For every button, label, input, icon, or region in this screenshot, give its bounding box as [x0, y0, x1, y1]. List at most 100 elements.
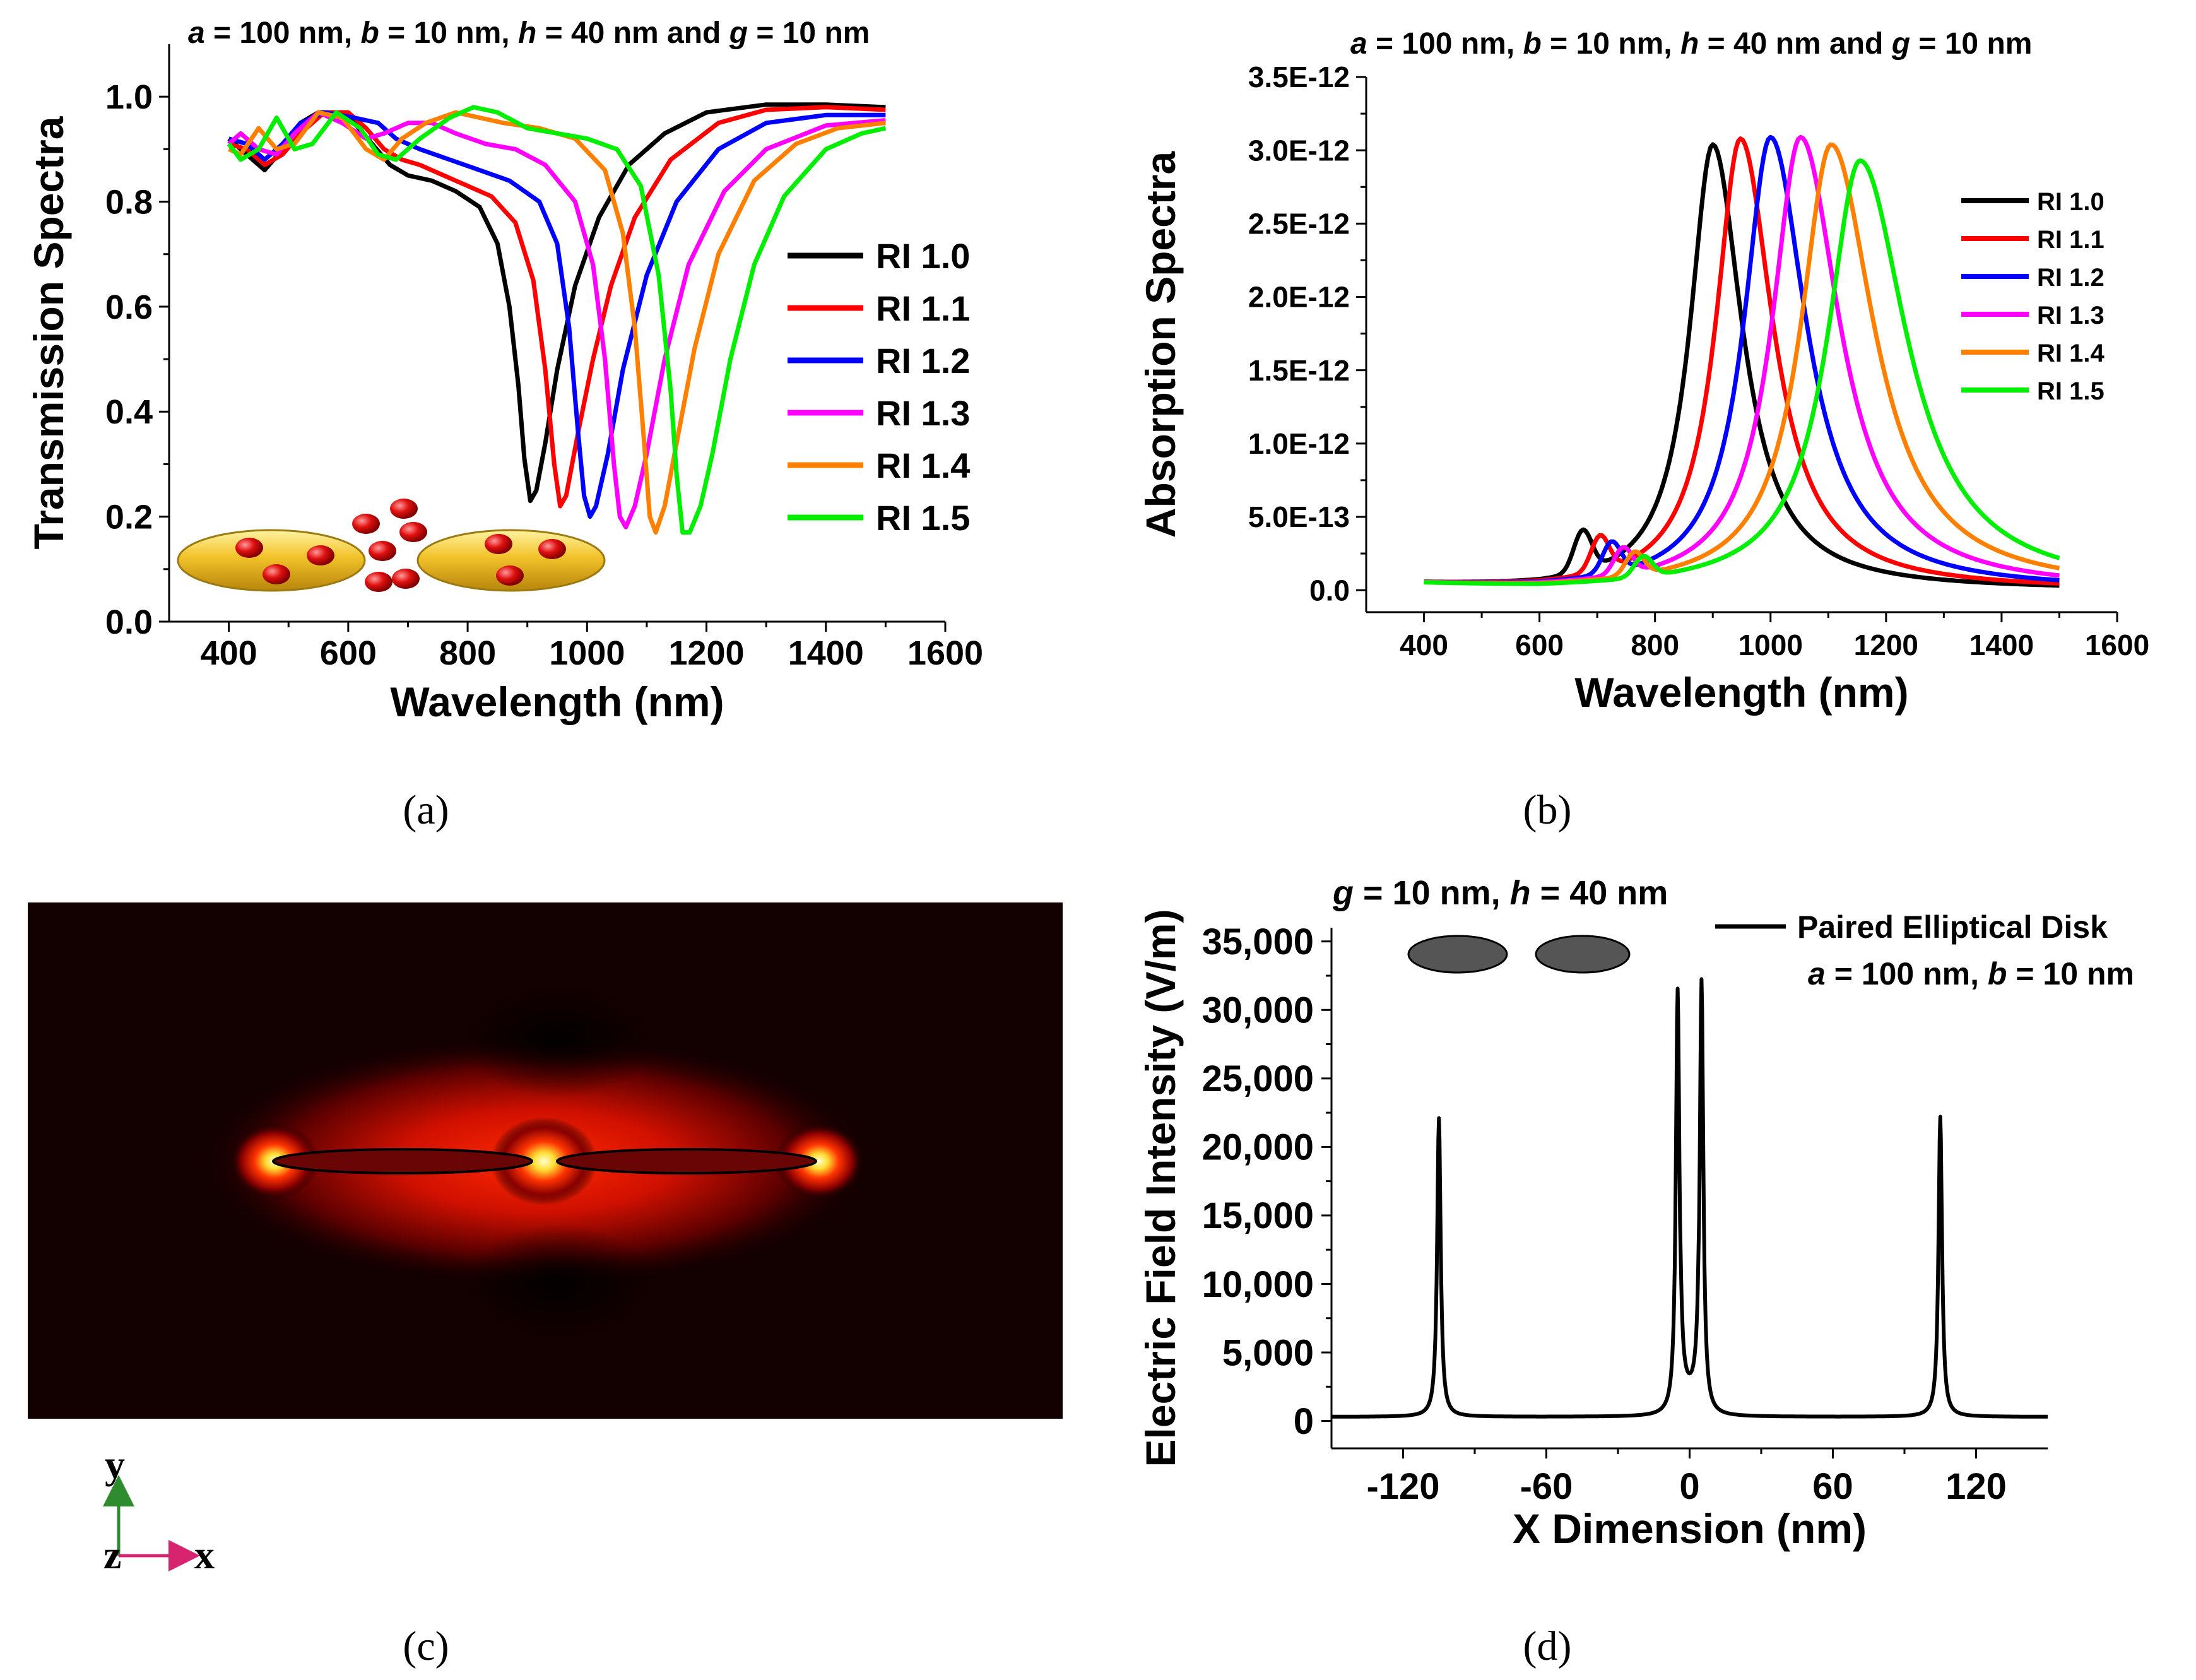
- x-tick-label: 60: [1812, 1466, 1853, 1507]
- panel-c-field-map: y z x: [28, 902, 1063, 1577]
- y-tick-label: 3.0E-12: [1248, 134, 1350, 167]
- legend-label: RI 1.1: [876, 288, 970, 328]
- legend-label: RI 1.4: [876, 446, 970, 485]
- title-symbol: g: [1891, 27, 1910, 61]
- caption-a: (a): [403, 787, 449, 833]
- x-tick-label: 1400: [1969, 629, 2034, 661]
- title-symbol: h: [1510, 874, 1531, 912]
- y-tick-label: 30,000: [1202, 990, 1314, 1031]
- y-tick-label: 0.4: [105, 393, 153, 431]
- title-text: = 10 nm: [1910, 27, 2032, 61]
- axis-triad: y z x: [103, 1442, 215, 1577]
- title-text: = 40 nm and: [536, 16, 729, 50]
- legend-label: RI 1.2: [2037, 264, 2104, 292]
- panel-a-transmission: a = 100 nm, b = 10 nm, h = 40 nm and g =…: [25, 16, 983, 725]
- title-text: = 10 nm,: [1354, 874, 1510, 912]
- nanoparticle-illustration: [177, 499, 606, 592]
- x-tick-label: -60: [1520, 1466, 1573, 1507]
- field-map-glow: [196, 985, 877, 1338]
- title-symbol: a: [188, 16, 205, 50]
- title-symbol: h: [1680, 27, 1699, 61]
- legend-label: RI 1.3: [2037, 302, 2104, 329]
- x-axis-label: Wavelength (nm): [1574, 669, 1908, 716]
- right-elliptical-disk: [556, 1148, 817, 1174]
- title-symbol: b: [1523, 27, 1542, 61]
- y-tick-label: 15,000: [1202, 1195, 1314, 1236]
- series-line-ri-1-3: [1424, 134, 2060, 585]
- x-tick-label: 0: [1679, 1466, 1699, 1507]
- legend-label: RI 1.5: [2037, 377, 2104, 405]
- y-tick-label: 5.0E-13: [1248, 500, 1350, 533]
- y-tick-label: 2.5E-12: [1248, 207, 1350, 240]
- legend-label: RI 1.1: [2037, 226, 2104, 254]
- title-symbol: a: [1350, 27, 1367, 61]
- legend-label: RI 1.0: [2037, 188, 2104, 216]
- panel-b-plot: 400 600 800 1000 1200 1400 1600 0.0 5.0E-13 1.0E-…: [1137, 61, 2149, 716]
- panel-b-absorption: a = 100 nm, b = 10 nm, h = 40 nm and g =…: [1137, 27, 2149, 716]
- title-text: = 10 nm: [2007, 956, 2134, 991]
- y-tick-label: 25,000: [1202, 1058, 1314, 1099]
- x-tick-label: 1400: [788, 634, 864, 672]
- field-intensity-line: [1330, 977, 2050, 1419]
- x-tick-label: 800: [439, 634, 496, 672]
- paired-disk-icons: [1407, 935, 1631, 974]
- y-tick-label: 0.6: [105, 288, 153, 326]
- y-tick-label: 3.5E-12: [1248, 61, 1350, 93]
- title-symbol: h: [518, 16, 536, 50]
- series-line-ri-1-1: [1424, 136, 2060, 586]
- title-text: = 100 nm,: [1367, 27, 1523, 61]
- title-text: = 10 nm,: [1542, 27, 1680, 61]
- legend-label: RI 1.2: [876, 341, 970, 381]
- x-tick-label: 800: [1631, 629, 1679, 661]
- panel-d-title: g = 10 nm, h = 40 nm: [1332, 874, 1668, 912]
- x-tick-label: 400: [201, 634, 257, 672]
- legend-note: a = 100 nm, b = 10 nm: [1808, 956, 2134, 991]
- panel-b-title: a = 100 nm, b = 10 nm, h = 40 nm and g =…: [1350, 27, 2032, 61]
- title-text: = 40 nm: [1531, 874, 1668, 912]
- x-tick-label: 1600: [2085, 629, 2149, 661]
- x-axis-label: X Dimension (nm): [1513, 1505, 1867, 1552]
- series-line-ri-1-0: [1424, 142, 2060, 588]
- legend-label: RI 1.3: [876, 393, 970, 433]
- series-line-ri-1-3: [227, 110, 886, 529]
- legend-label: RI 1.5: [876, 498, 970, 538]
- x-tick-label: 400: [1400, 629, 1448, 661]
- series-line-ri-1-2: [228, 110, 886, 519]
- y-tick-label: 20,000: [1202, 1127, 1314, 1168]
- title-symbol: g: [729, 16, 748, 50]
- y-tick-label: 0.0: [105, 603, 153, 641]
- panel-a-plot: 400 600 800 1000 1200 1400 1600 0.0 0.2 0.4 0.6 0.8…: [25, 44, 983, 725]
- x-tick-label: 600: [1515, 629, 1564, 661]
- y-tick-label: 2.0E-12: [1248, 281, 1350, 314]
- legend-label: Paired Elliptical Disk: [1797, 909, 2108, 945]
- caption-b: (b): [1523, 787, 1572, 833]
- x-tick-label: 1000: [549, 634, 625, 672]
- title-symbol: b: [361, 16, 379, 50]
- y-axis-letter: y: [105, 1442, 125, 1487]
- y-tick-label: 0.2: [105, 499, 153, 536]
- y-tick-label: 1.0E-12: [1248, 427, 1350, 460]
- title-text: = 100 nm,: [205, 16, 361, 50]
- series-line-ri-1-0: [227, 102, 886, 504]
- title-text: = 10 nm: [748, 16, 870, 50]
- red-particles: [235, 499, 566, 592]
- panel-d-field-intensity: g = 10 nm, h = 40 nm -120 -60 0 60 120 0 5,000…: [1137, 874, 2134, 1552]
- y-tick-label: 0.8: [105, 183, 153, 221]
- title-text: = 40 nm and: [1699, 27, 1891, 61]
- y-tick-label: 1.5E-12: [1248, 354, 1350, 387]
- y-tick-label: 35,000: [1202, 921, 1314, 962]
- x-tick-label: 1200: [1854, 629, 1918, 661]
- x-tick-label: 1600: [907, 634, 983, 672]
- y-tick-label: 5,000: [1222, 1332, 1314, 1373]
- x-tick-label: 600: [320, 634, 377, 672]
- x-tick-label: 1200: [668, 634, 744, 672]
- y-tick-label: 10,000: [1202, 1264, 1314, 1305]
- title-text: = 100 nm,: [1826, 956, 1988, 991]
- panel-d-plot: -120 -60 0 60 120 0 5,000 10,000 15,000 20,000 25,…: [1137, 909, 2134, 1552]
- panel-a-title: a = 100 nm, b = 10 nm, h = 40 nm and g =…: [188, 16, 870, 50]
- x-tick-label: 120: [1945, 1466, 2007, 1507]
- series-line-ri-1-1: [228, 105, 886, 509]
- series-line-ri-1-5: [227, 105, 887, 535]
- series-line-ri-1-2: [1424, 134, 2060, 585]
